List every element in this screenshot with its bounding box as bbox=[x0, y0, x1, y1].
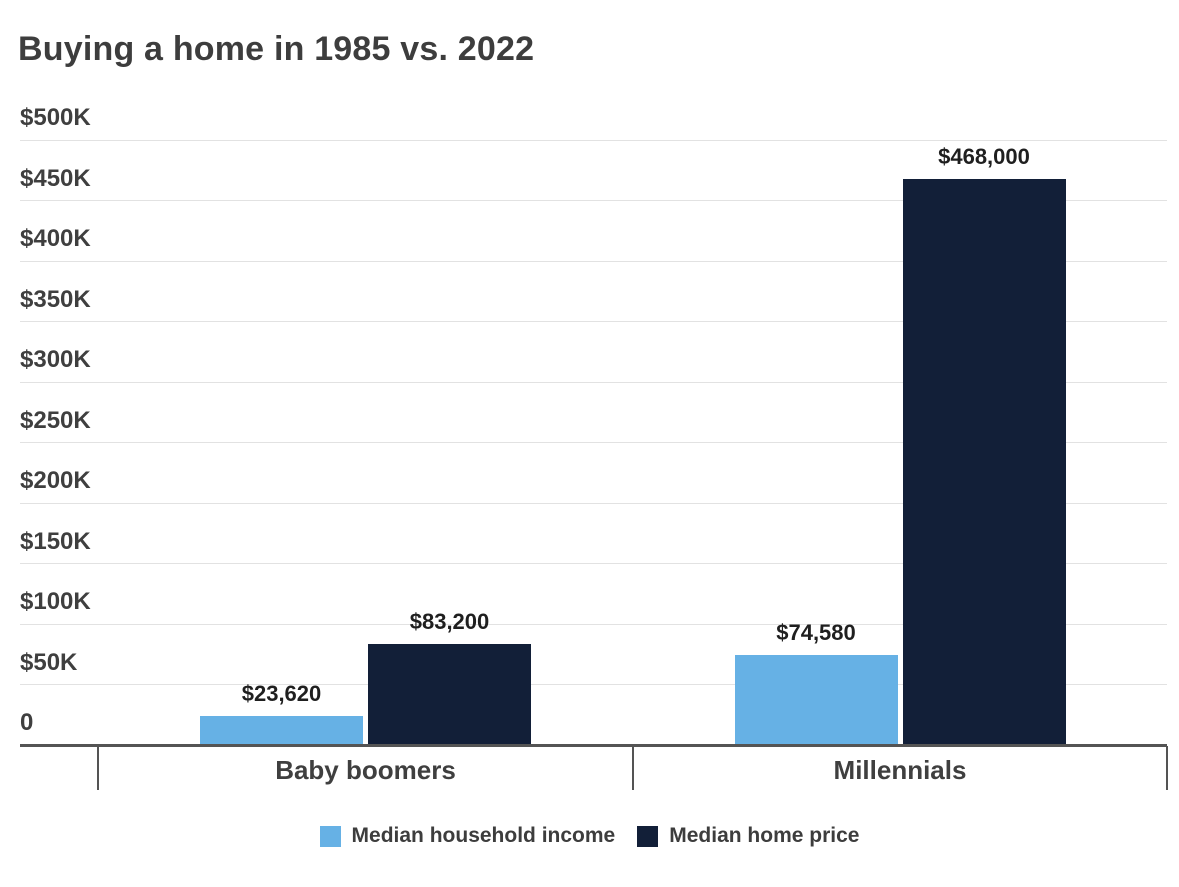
gridline bbox=[20, 442, 1167, 443]
gridline bbox=[20, 684, 1167, 685]
x-axis-tick bbox=[97, 746, 99, 790]
chart-title: Buying a home in 1985 vs. 2022 bbox=[18, 30, 535, 68]
legend-swatch-icon bbox=[319, 825, 341, 847]
y-axis-tick-label: $400K bbox=[20, 225, 91, 252]
bar-home-price bbox=[902, 178, 1066, 745]
bar-home-price bbox=[368, 644, 531, 745]
y-axis-tick-label: $500K bbox=[20, 104, 91, 131]
bar-income bbox=[200, 716, 363, 745]
legend-item: Median home price bbox=[637, 824, 859, 848]
x-axis-category-label: Millennials bbox=[833, 755, 967, 785]
gridline bbox=[20, 139, 1167, 141]
bar-value-label: $23,620 bbox=[241, 681, 322, 707]
bar-value-label: $468,000 bbox=[938, 143, 1030, 169]
y-axis-tick-label: $150K bbox=[20, 527, 91, 555]
y-axis-tick-label: $100K bbox=[20, 588, 91, 615]
chart-legend: Median household income Median home price bbox=[0, 824, 1179, 848]
x-axis-category-label: Baby boomers bbox=[275, 755, 456, 785]
gridline bbox=[20, 502, 1167, 504]
legend-swatch-icon bbox=[637, 825, 659, 847]
legend-label: Median home price bbox=[669, 824, 860, 847]
y-axis-tick-label: 0 bbox=[20, 709, 34, 736]
gridline bbox=[20, 260, 1167, 262]
x-axis-tick bbox=[632, 746, 634, 790]
y-axis-tick-label: $50K bbox=[20, 648, 78, 676]
bar-value-label: $83,200 bbox=[409, 609, 490, 635]
x-axis-tick bbox=[1166, 746, 1168, 790]
gridline bbox=[20, 321, 1167, 322]
bar-value-label: $74,580 bbox=[776, 619, 856, 645]
legend-label: Median household income bbox=[351, 824, 616, 847]
x-axis-line bbox=[20, 744, 1167, 747]
gridline bbox=[20, 200, 1167, 201]
legend-item: Median household income bbox=[319, 824, 616, 848]
gridline bbox=[20, 381, 1167, 383]
y-axis-tick-label: $350K bbox=[20, 285, 91, 313]
gridline bbox=[20, 563, 1167, 564]
y-axis-tick-label: $300K bbox=[20, 346, 91, 373]
bar-income bbox=[734, 654, 898, 745]
y-axis-tick-label: $200K bbox=[20, 467, 91, 494]
y-axis-tick-label: $450K bbox=[20, 164, 91, 192]
y-axis-tick-label: $250K bbox=[20, 406, 91, 434]
gridline bbox=[20, 623, 1167, 625]
